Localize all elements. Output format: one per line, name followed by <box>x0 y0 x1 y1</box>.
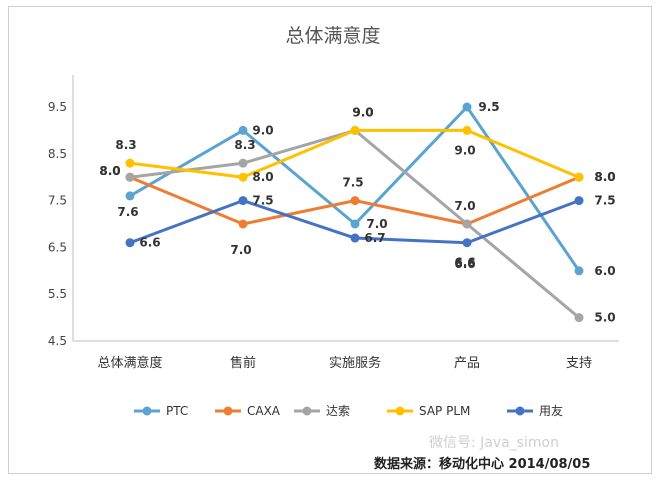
legend-label: SAP PLM <box>419 404 470 418</box>
legend-swatch-marker <box>515 406 525 416</box>
legend-swatch-marker <box>302 406 312 416</box>
data-point <box>574 196 584 206</box>
data-label: 7.6 <box>117 205 138 219</box>
data-point <box>350 196 360 206</box>
data-point <box>125 158 135 168</box>
data-label: 8.0 <box>99 164 120 178</box>
data-label: 6.7 <box>364 231 385 245</box>
data-label: 8.0 <box>594 170 615 184</box>
legend-item: PTC <box>134 404 188 418</box>
data-label: 6.6 <box>454 257 475 271</box>
category-labels: 总体满意度 售前 实施服务 产品 支持 <box>97 355 592 371</box>
data-label: 6.0 <box>594 264 615 278</box>
data-label: 9.0 <box>454 143 475 157</box>
y-tick-label: 5.5 <box>48 287 67 301</box>
y-tick-label: 4.5 <box>48 334 67 348</box>
data-label: 9.0 <box>352 105 373 119</box>
category-label: 实施服务 <box>329 355 381 371</box>
data-point <box>238 196 248 206</box>
data-point <box>462 125 472 135</box>
data-label: 7.0 <box>230 243 251 257</box>
legend-label: PTC <box>166 404 188 418</box>
legend-swatch-marker <box>142 406 152 416</box>
data-point <box>238 172 248 182</box>
legend-label: 达索 <box>326 404 350 418</box>
legend: PTC CAXA 达索 SAP PLM 用友 <box>134 404 563 418</box>
data-label: 9.0 <box>252 123 273 137</box>
data-label: 6.6 <box>454 256 475 270</box>
chart-title: 总体满意度 <box>285 25 380 47</box>
data-point <box>238 219 248 229</box>
data-point <box>125 172 135 182</box>
data-label: 7.0 <box>366 217 387 231</box>
data-label: 8.0 <box>99 164 120 178</box>
legend-item: 用友 <box>507 404 563 418</box>
y-tick-label: 9.5 <box>48 100 67 114</box>
data-label: 7.0 <box>454 199 475 213</box>
series-PTC <box>125 102 584 276</box>
data-point <box>574 313 584 323</box>
data-point <box>350 233 360 243</box>
data-point <box>462 102 472 112</box>
legend-label: 用友 <box>539 404 563 418</box>
legend-item: SAP PLM <box>387 404 470 418</box>
series-SAP PLM <box>125 125 584 182</box>
data-label: 7.5 <box>342 176 363 190</box>
data-label: 8.3 <box>115 138 136 152</box>
data-point <box>574 172 584 182</box>
data-label: 8.0 <box>252 170 273 184</box>
data-label: 8.0 <box>594 170 615 184</box>
y-tick-label: 8.5 <box>48 147 67 161</box>
legend-swatch-marker <box>395 406 405 416</box>
series-用友 <box>125 196 584 248</box>
series-layer: 7.69.07.09.56.08.07.07.57.08.08.08.39.06… <box>99 100 615 325</box>
data-label: 7.5 <box>252 194 273 208</box>
data-point <box>125 191 135 201</box>
data-point <box>350 125 360 135</box>
line-chart: 总体满意度 4.55.56.57.58.59.5 总体满意度 售前 实施服务 产品 支持… <box>48 25 619 472</box>
data-label: 9.5 <box>478 100 499 114</box>
chart-frame: 总体满意度 4.5 5.5 6.5 7.5 8.5 9.5 总体满意度 售前 实施服务 产品 支持… <box>8 6 652 474</box>
category-label: 总体满意度 <box>97 355 162 371</box>
data-label: 8.3 <box>234 138 255 152</box>
data-label: 9.0 <box>352 105 373 119</box>
data-point <box>125 238 135 248</box>
category-label: 售前 <box>230 355 256 371</box>
legend-item: 达索 <box>294 404 350 418</box>
category-label: 产品 <box>454 356 480 371</box>
data-point <box>350 219 360 229</box>
y-tick-label: 7.5 <box>48 194 67 208</box>
data-point <box>238 125 248 135</box>
legend-label: CAXA <box>247 404 281 418</box>
data-label: 5.0 <box>594 311 615 325</box>
data-point <box>574 266 584 276</box>
data-point <box>462 219 472 229</box>
source-note: 数据来源：移动化中心 2014/08/05 <box>374 456 590 472</box>
watermark-text: 微信号: Java_simon <box>429 435 559 451</box>
data-label: 7.5 <box>594 194 615 208</box>
y-tick-label: 6.5 <box>48 240 67 254</box>
data-label: 6.6 <box>139 236 160 250</box>
data-point <box>238 158 248 168</box>
legend-item: CAXA <box>215 404 281 418</box>
category-label: 支持 <box>566 356 592 371</box>
y-tick-labels: 4.5 5.5 6.5 7.5 8.5 9.5 <box>48 100 67 348</box>
data-point <box>462 238 472 248</box>
legend-swatch-marker <box>223 406 233 416</box>
